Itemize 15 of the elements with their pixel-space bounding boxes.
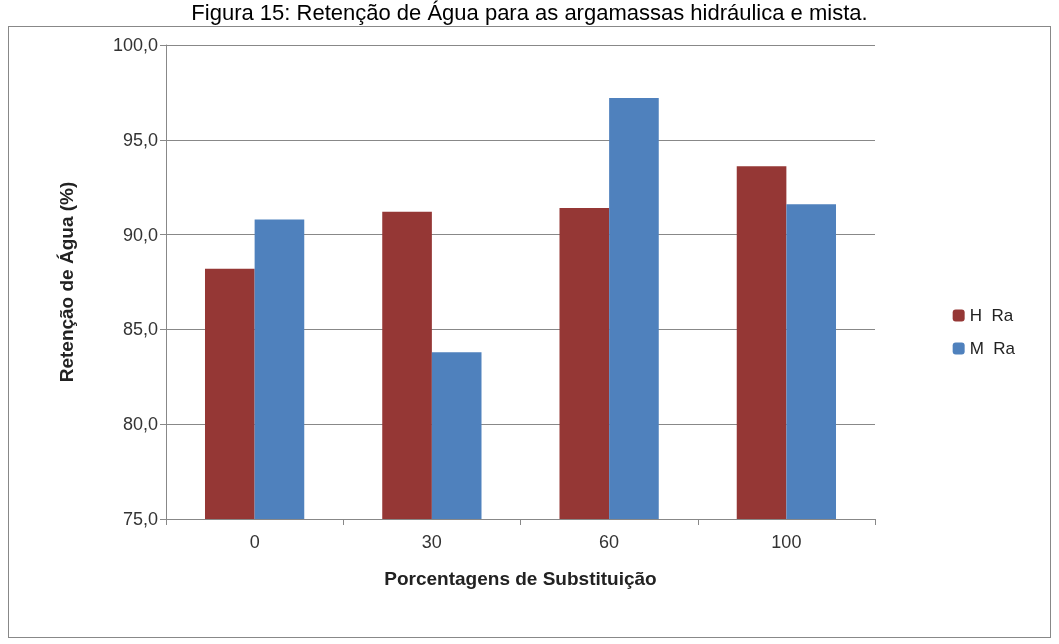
x-axis-title: Porcentagens de Substituição (384, 568, 657, 589)
x-tick-label: 100 (771, 532, 802, 552)
x-tick-label: 0 (249, 532, 260, 552)
y-axis-title: Retenção de Água (%) (56, 181, 77, 383)
legend-label: M Ra (969, 339, 1016, 358)
y-tick-label: 95,0 (122, 129, 158, 150)
x-tick-label: 30 (421, 532, 442, 552)
y-tick-label: 75,0 (122, 509, 158, 529)
y-tick-label: 90,0 (122, 224, 158, 245)
y-tick-label: 100,0 (112, 35, 158, 55)
y-tick-label: 80,0 (122, 414, 158, 435)
chart-title: Figura 15: Retenção de Água para as argamassas hidráulica e mista. (190, 0, 869, 26)
legend-label: H Ra (969, 306, 1014, 325)
y-tick-label: 85,0 (122, 319, 158, 340)
x-tick-label: 60 (599, 532, 620, 552)
